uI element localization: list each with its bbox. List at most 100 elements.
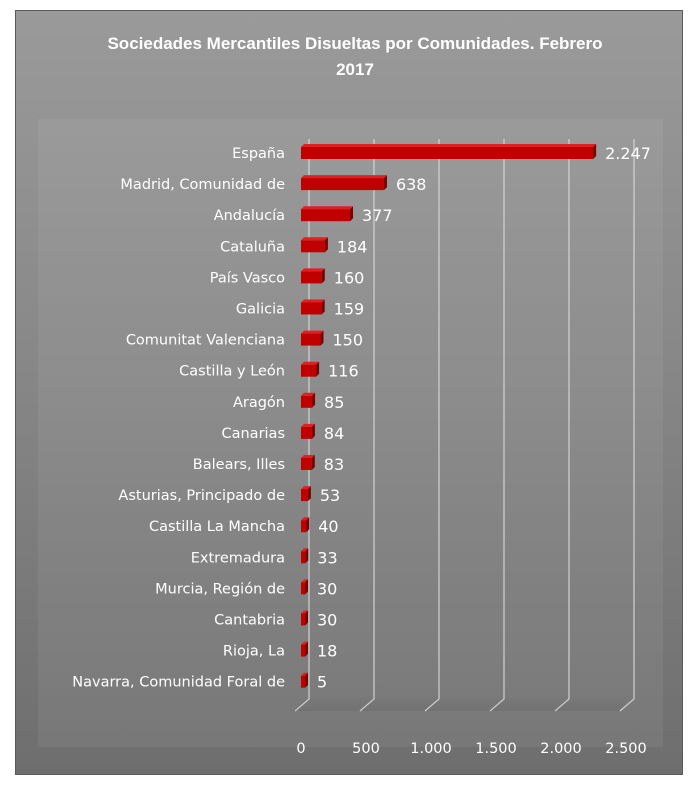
bar	[301, 333, 321, 346]
bar-side	[350, 206, 354, 222]
bar	[301, 489, 308, 502]
bar-side	[312, 392, 316, 408]
gridline	[359, 139, 375, 712]
gridline	[619, 139, 635, 712]
bar-top	[301, 299, 325, 303]
value-label: 5	[317, 673, 327, 692]
bar-top	[301, 486, 311, 490]
bar-top	[301, 361, 320, 365]
bar	[301, 458, 312, 470]
value-label: 30	[317, 611, 337, 630]
bar	[301, 644, 305, 657]
bar-top	[301, 517, 310, 521]
bar-top	[301, 423, 315, 427]
category-label: Canarias	[221, 426, 285, 442]
gridline	[554, 139, 570, 712]
category-label: País Vasco	[210, 270, 285, 286]
x-axis-tick-labels: 0 500 1.000 1.500 2.000 2.500	[296, 741, 646, 757]
bar-top	[301, 610, 308, 614]
value-label: 53	[320, 486, 340, 505]
bar-top	[301, 330, 324, 334]
bar-side	[324, 237, 328, 253]
bar-top	[301, 392, 316, 396]
category-label: Extremadura	[191, 550, 285, 566]
bar	[301, 395, 313, 408]
bar	[301, 240, 325, 253]
x-tick-label: 500	[352, 741, 380, 757]
bar-side	[305, 641, 308, 657]
value-label: 2.247	[605, 144, 651, 163]
bar	[301, 675, 305, 688]
value-label: 40	[318, 517, 338, 536]
value-label: 184	[337, 237, 368, 256]
value-label: 638	[396, 175, 427, 194]
bar-top	[301, 175, 387, 179]
bar	[301, 426, 312, 439]
bar-top	[301, 268, 325, 272]
bar-side	[305, 610, 308, 626]
bar-side	[305, 579, 308, 595]
bar	[301, 209, 351, 222]
bar	[301, 551, 306, 564]
category-label: Asturias, Principado de	[118, 488, 285, 504]
bar-top	[301, 237, 328, 241]
bar-top	[301, 455, 315, 458]
value-label: 116	[328, 362, 359, 381]
value-label: 377	[362, 206, 393, 225]
bar-side	[311, 455, 315, 470]
plot-background	[38, 119, 663, 747]
gridlines	[294, 139, 635, 712]
x-tick-label: 2.000	[540, 741, 582, 757]
bar	[301, 178, 384, 191]
bar-side	[311, 423, 315, 439]
bar-top	[301, 579, 308, 583]
chart-title-line: 2017	[336, 60, 374, 79]
category-label: Castilla La Mancha	[149, 519, 285, 535]
value-label: 33	[317, 548, 337, 567]
x-tick-label: 0	[296, 741, 305, 757]
gridline	[424, 139, 440, 712]
value-label: 18	[317, 642, 337, 661]
chart-title: Sociedades Mercantiles Disueltas por Com…	[107, 34, 602, 79]
gridline	[294, 139, 310, 712]
category-label: Andalucía	[214, 208, 285, 224]
x-tick-label: 2.500	[605, 741, 647, 757]
bar	[301, 271, 322, 284]
bar	[301, 582, 305, 595]
chart-frame: Sociedades Mercantiles Disueltas por Com…	[15, 10, 683, 775]
bar-chart: Sociedades Mercantiles Disueltas por Com…	[38, 34, 663, 757]
bar-side	[306, 517, 310, 533]
bar-top	[301, 144, 597, 147]
category-label: España	[232, 146, 285, 162]
category-label: Madrid, Comunidad de	[120, 177, 285, 193]
bar-side	[593, 144, 597, 159]
bar	[301, 520, 307, 533]
bar-side	[307, 486, 311, 502]
value-label: 83	[324, 455, 344, 474]
plot-area	[38, 119, 663, 747]
bar-top	[301, 672, 308, 676]
bar-side	[316, 361, 320, 377]
category-label: Castilla y León	[179, 364, 285, 380]
chart-floor	[293, 693, 634, 711]
bar-side	[305, 672, 308, 688]
value-label: 150	[333, 331, 364, 350]
bar	[301, 147, 594, 159]
bar-side	[383, 175, 387, 191]
category-labels: España Madrid, Comunidad de Andalucía Catal…	[72, 146, 285, 691]
category-label: Galicia	[236, 302, 285, 318]
category-label: Comunitat Valenciana	[126, 333, 285, 349]
value-label: 30	[317, 579, 337, 598]
category-label: Navarra, Comunidad Foral de	[72, 675, 285, 691]
bar	[301, 364, 317, 377]
bar-side	[320, 330, 324, 346]
chart-title-line: Sociedades Mercantiles Disueltas por Com…	[107, 34, 602, 53]
bar-side	[305, 548, 309, 564]
value-label: 85	[324, 393, 344, 412]
bar-side	[321, 268, 325, 284]
x-tick-label: 1.500	[475, 741, 517, 757]
bars	[301, 144, 597, 688]
x-tick-label: 1.000	[410, 741, 452, 757]
category-label: Cantabria	[214, 613, 285, 629]
